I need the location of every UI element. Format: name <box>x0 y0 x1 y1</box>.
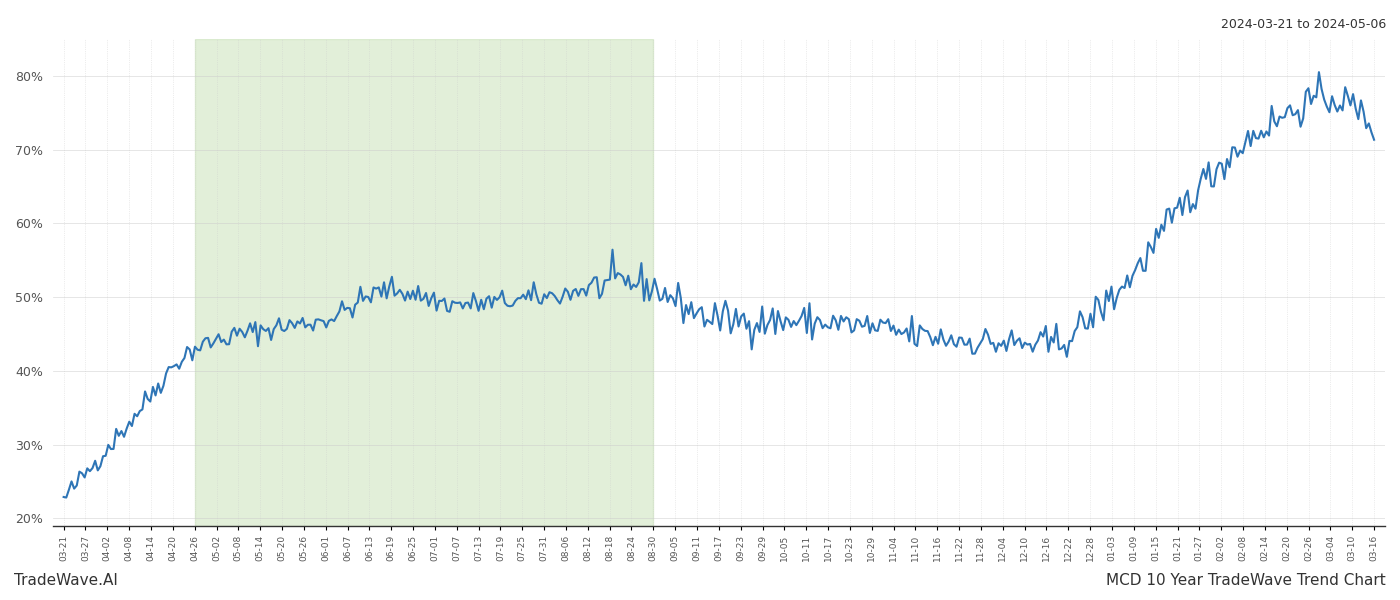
Text: MCD 10 Year TradeWave Trend Chart: MCD 10 Year TradeWave Trend Chart <box>1106 573 1386 588</box>
Text: TradeWave.AI: TradeWave.AI <box>14 573 118 588</box>
Text: 2024-03-21 to 2024-05-06: 2024-03-21 to 2024-05-06 <box>1221 18 1386 31</box>
Bar <box>195 39 654 526</box>
